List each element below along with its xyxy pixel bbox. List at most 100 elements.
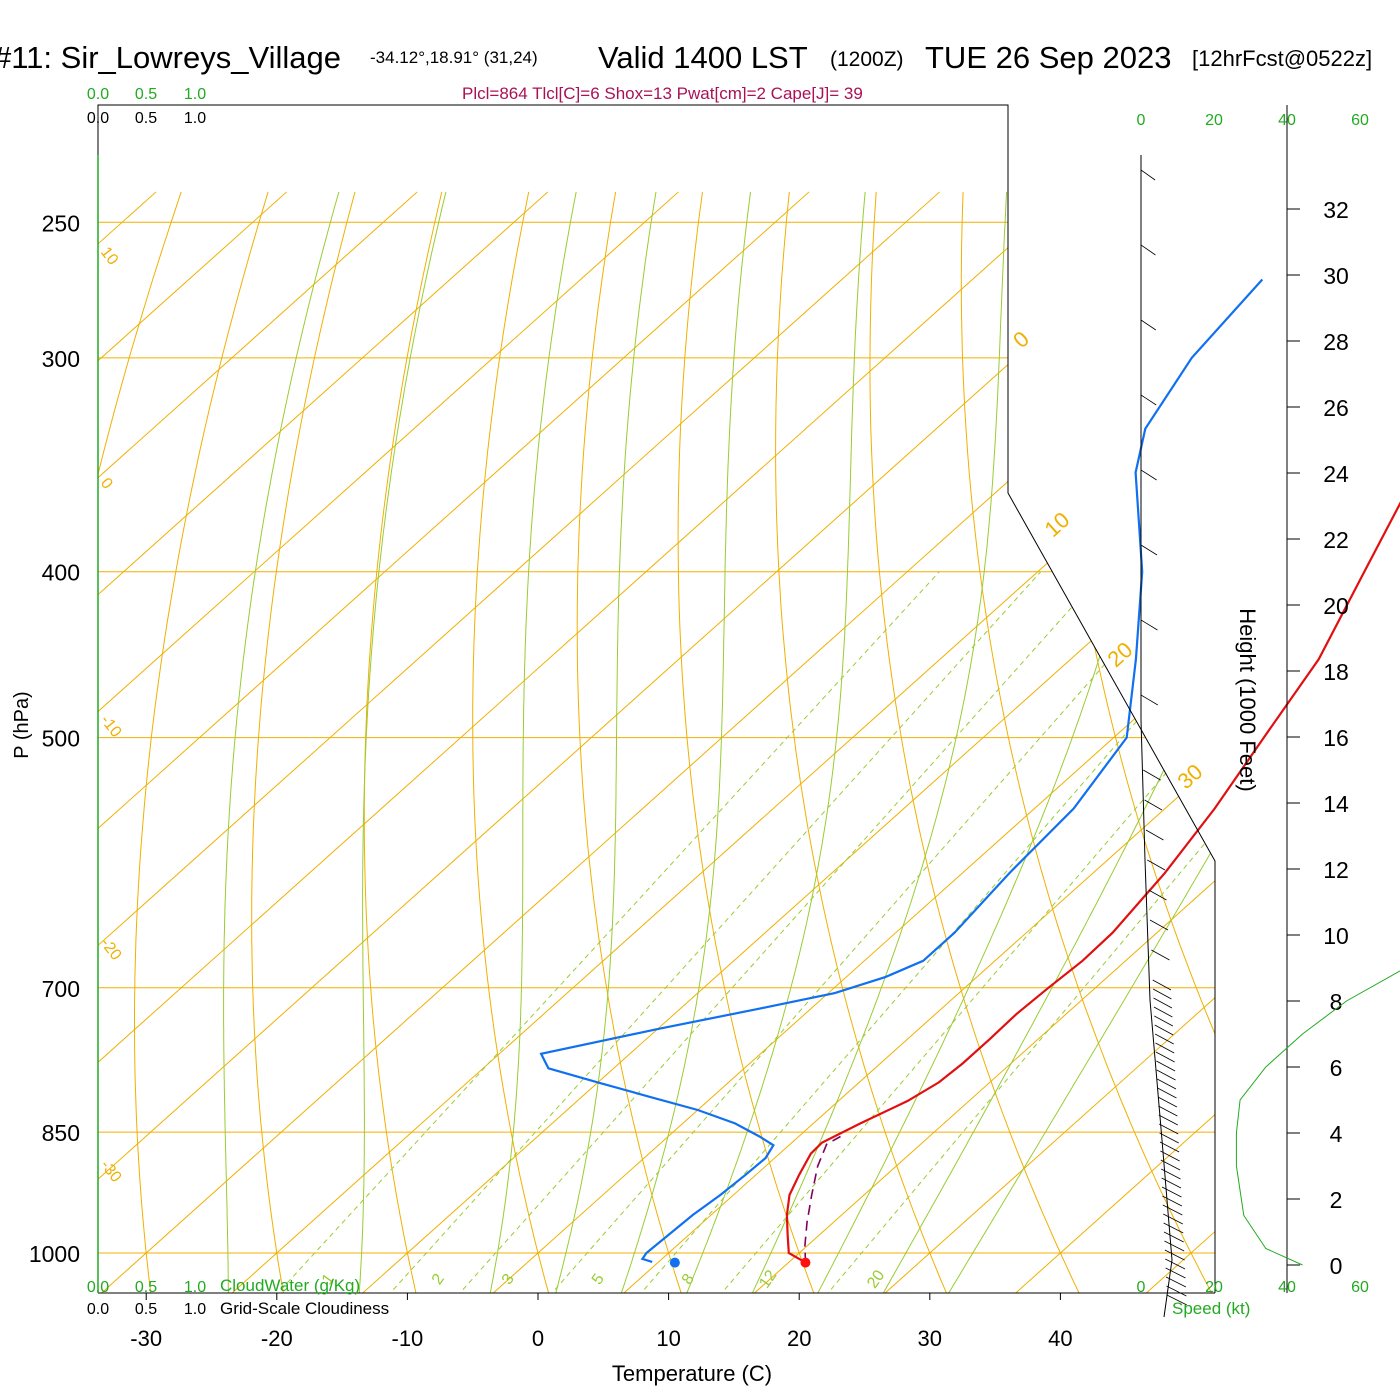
wind-barb (1147, 859, 1166, 871)
speed-tick-label: 60 (1351, 112, 1369, 129)
speed-tick-label: 60 (1351, 1279, 1369, 1296)
height-tick-label: 14 (1323, 791, 1349, 817)
dry-adiabat-line (775, 191, 949, 1293)
isotherm-line (489, 191, 1215, 1293)
wind-barb (1159, 1141, 1180, 1153)
wind-barb (1152, 988, 1172, 1000)
isotherm-line (881, 191, 1215, 1293)
isotherm-line (98, 191, 940, 1293)
wind-barb (1158, 1105, 1178, 1117)
cloudwater-tick-label: 1.0 (184, 86, 206, 103)
height-tick-label: 2 (1330, 1187, 1343, 1213)
wind-barb (1154, 1015, 1174, 1027)
dry-adiabat-label: 10 (97, 244, 121, 269)
x-tick-label: -20 (261, 1326, 293, 1351)
wind-barb (1144, 799, 1163, 811)
dry-adiabat-line (869, 191, 1082, 1293)
wind-barb (1158, 1114, 1178, 1126)
isotherm-line (98, 191, 810, 1293)
height-tick-label: 10 (1323, 923, 1349, 949)
height-tick-label: 24 (1323, 461, 1349, 487)
wind-barb (1153, 1006, 1173, 1018)
height-tick-label: 32 (1323, 197, 1349, 223)
wind-barb (1154, 1033, 1174, 1045)
cloudwater-tick-label: 1.0 (184, 1279, 206, 1296)
mixing-ratio-label: 2 (429, 1271, 448, 1288)
isotherm-line (358, 191, 1215, 1293)
x-tick-label: 30 (918, 1326, 942, 1351)
height-axis-title: Height (1000 Feet) (1235, 608, 1260, 791)
speed-axis-title: Speed (kt) (1172, 1299, 1250, 1318)
plot-frame (97, 104, 1216, 1293)
wind-barb (1149, 919, 1169, 931)
wind-barb (1156, 1069, 1176, 1081)
temperature-line (785, 501, 1400, 1264)
valid-date: TUE 26 Sep 2023 (925, 40, 1171, 75)
wind-barb (1145, 829, 1164, 841)
height-tick-label: 22 (1323, 527, 1349, 553)
x-tick-label: 20 (787, 1326, 811, 1351)
wind-barb (1162, 1195, 1183, 1207)
dry-adiabat-label: 0 (97, 475, 116, 493)
height-tick-label: 26 (1323, 395, 1349, 421)
isotherm-line (750, 191, 1215, 1293)
moist-adiabat-line (946, 191, 1215, 1293)
wind-barb (1163, 1213, 1183, 1225)
isotherm-line (619, 191, 1215, 1293)
zulu-time: (1200Z) (830, 48, 904, 71)
wind-barb (1160, 1159, 1181, 1171)
wind-barb (1161, 1186, 1182, 1198)
cloudwater-tick-label: 0.5 (135, 1279, 157, 1296)
wind-barb (1140, 169, 1156, 181)
isotherm-label: 10 (1040, 507, 1075, 542)
wind-barb-staff (1140, 155, 1173, 1318)
wind-barb (1158, 1123, 1179, 1135)
wind-barb (1160, 1150, 1180, 1162)
height-tick-label: 20 (1323, 593, 1349, 619)
dry-adiabat-line (960, 191, 1214, 1293)
isotherm-line (98, 191, 1071, 1293)
dewpoint-line (539, 278, 1264, 1263)
moist-adiabat-line (554, 191, 657, 1293)
isotherm-line (98, 191, 1202, 1293)
height-tick-label: 28 (1323, 329, 1349, 355)
wind-barb (1155, 1042, 1175, 1054)
isotherm-label: 20 (1103, 637, 1138, 672)
wind-barb (1156, 1060, 1176, 1072)
wind-barb (1161, 1177, 1182, 1189)
wind-barb (1165, 1267, 1186, 1279)
sounding-series (539, 278, 1400, 1268)
speed-tick-label: 0 (1137, 1279, 1146, 1296)
wind-barb (1140, 394, 1157, 406)
dry-adiabat-line (677, 191, 816, 1293)
speed-tick-label: 20 (1205, 1279, 1223, 1296)
wind-barb (1140, 319, 1157, 331)
x-tick-label: 40 (1048, 1326, 1072, 1351)
x-axis-title: Temperature (C) (612, 1361, 772, 1386)
cloudwater-tick-label: 0.5 (135, 86, 157, 103)
dry-adiabat-label: -30 (97, 1157, 125, 1186)
wind-barb (1161, 1168, 1181, 1180)
isotherm-label: 0 (1008, 326, 1034, 353)
surface-temperature-marker (800, 1257, 811, 1268)
moist-adiabat-line (880, 191, 1215, 1293)
height-tick-label: 16 (1323, 725, 1349, 751)
wind-barb (1155, 1051, 1175, 1063)
dry-adiabat-label: -10 (97, 712, 125, 741)
moist-adiabat-line (489, 191, 577, 1293)
wind-barb (1164, 1240, 1185, 1252)
y-tick-label: 850 (42, 1120, 80, 1146)
height-tick-label: 18 (1323, 659, 1349, 685)
parcel-line (804, 1135, 841, 1263)
height-tick-label: 30 (1323, 263, 1349, 289)
wind-speed-line (1235, 970, 1400, 1266)
isotherm-label: 30 (1173, 759, 1208, 794)
y-tick-label: 700 (42, 976, 80, 1002)
speed-tick-label: 20 (1205, 112, 1223, 129)
mixing-ratio-label: 20 (864, 1267, 888, 1291)
wind-barb (1163, 1222, 1184, 1234)
moist-adiabat-line (223, 191, 340, 1293)
surface-dewpoint-marker (669, 1257, 680, 1268)
mixing-ratio-line (824, 571, 1215, 1293)
